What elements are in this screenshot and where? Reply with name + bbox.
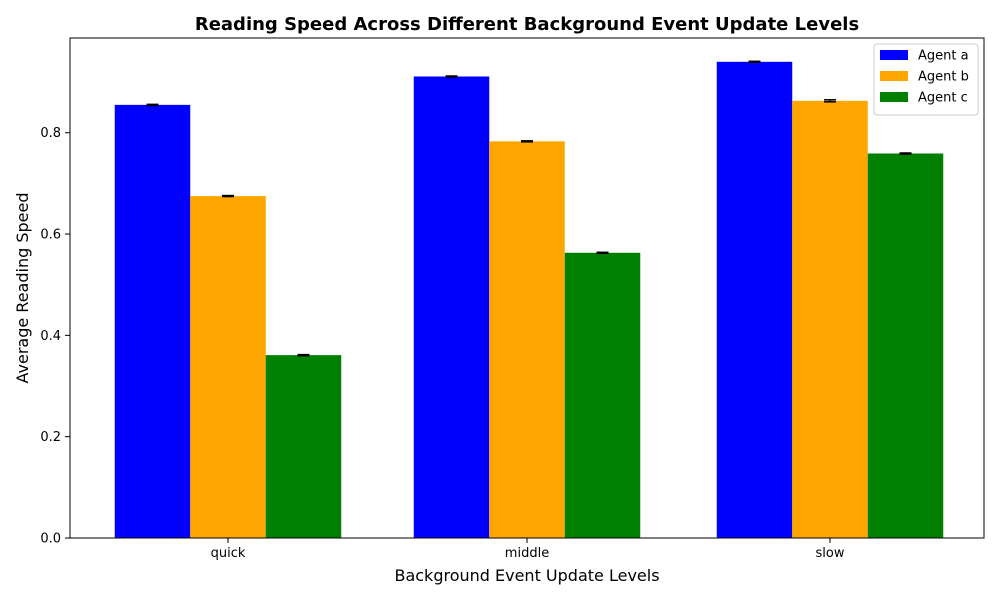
x-tick-label: middle xyxy=(505,546,549,561)
legend-item: Agent b xyxy=(880,70,969,85)
legend-item: Agent a xyxy=(880,49,969,64)
legend-label: Agent c xyxy=(918,91,968,106)
y-axis-label: Average Reading Speed xyxy=(13,193,32,384)
bar-agent-c-middle xyxy=(564,252,641,538)
bar-agent-b-slow xyxy=(792,100,868,538)
bar-agent-b-quick xyxy=(190,196,266,538)
error-bar xyxy=(596,251,609,255)
bar-agent-c-quick xyxy=(265,355,342,538)
x-tick-label: quick xyxy=(211,546,246,561)
legend-swatch xyxy=(880,71,908,81)
error-bar xyxy=(521,140,533,143)
legend-label: Agent b xyxy=(918,70,969,85)
error-bar xyxy=(297,353,310,357)
y-axis: 0.0 0.2 0.4 0.6 0.8 xyxy=(40,126,70,547)
x-axis-label: Background Event Update Levels xyxy=(394,566,659,585)
plot-frame xyxy=(69,37,985,539)
legend-swatch xyxy=(880,50,908,60)
y-tick-label: 0.0 xyxy=(40,532,61,547)
legend-item: Agent c xyxy=(880,91,968,106)
bar-agent-b-middle xyxy=(489,141,565,539)
legend: Agent a Agent b Agent c xyxy=(873,43,979,116)
y-tick-label: 0.8 xyxy=(40,126,61,141)
y-tick-label: 0.6 xyxy=(40,228,61,243)
bar-agent-a-slow xyxy=(716,61,793,539)
legend-swatch xyxy=(880,92,908,102)
chart-title: Reading Speed Across Different Backgroun… xyxy=(195,14,859,35)
error-bar xyxy=(146,103,159,107)
error-bar xyxy=(748,60,761,64)
legend-label: Agent a xyxy=(918,49,969,64)
bar-agent-c-slow xyxy=(867,153,944,538)
error-bar xyxy=(445,75,458,78)
error-bar xyxy=(222,194,234,198)
x-tick-label: slow xyxy=(816,546,845,561)
error-bars-group xyxy=(146,60,912,357)
y-tick-label: 0.4 xyxy=(40,329,61,344)
error-bar xyxy=(824,99,836,103)
x-axis: quick middle slow xyxy=(211,538,845,561)
bar-agent-a-quick xyxy=(114,104,191,539)
bar-agent-a-middle xyxy=(413,76,490,539)
bars-group xyxy=(114,61,944,539)
y-tick-label: 0.2 xyxy=(40,430,61,445)
error-bar xyxy=(899,152,912,155)
